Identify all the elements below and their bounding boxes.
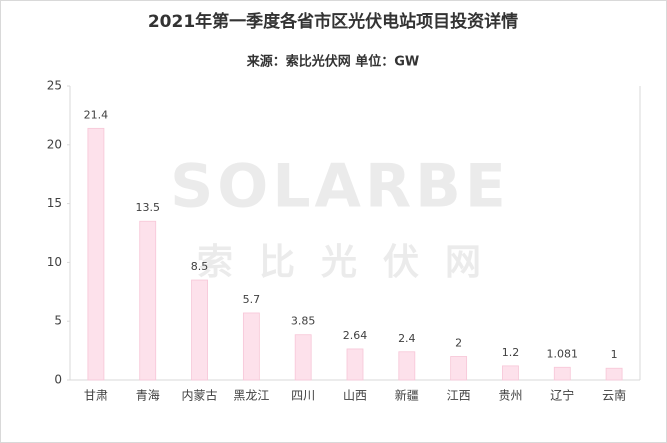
- value-label: 2: [455, 336, 462, 349]
- chart-subtitle: 来源：索比光伏网 单位：GW: [246, 54, 420, 70]
- value-label: 3.85: [291, 315, 316, 328]
- value-label: 1: [611, 348, 618, 361]
- x-tick-label: 四川: [291, 389, 315, 403]
- x-tick-label: 黑龙江: [233, 389, 269, 403]
- bar: [191, 279, 208, 381]
- value-label: 2.64: [343, 329, 368, 342]
- y-tick-label: 25: [47, 79, 62, 93]
- x-tick-label: 内蒙古: [182, 388, 218, 403]
- x-tick-label: 辽宁: [550, 388, 574, 403]
- bar: [502, 365, 519, 381]
- x-tick-label: 云南: [602, 388, 626, 403]
- bar: [450, 356, 468, 381]
- chart-title: 2021年第一季度各省市区光伏电站项目投资详情: [148, 11, 518, 32]
- y-tick-label: 0: [54, 373, 62, 387]
- bar: [553, 366, 571, 381]
- bar: [87, 127, 105, 381]
- x-tick-label: 甘肃: [84, 389, 108, 403]
- value-label: 5.7: [243, 293, 261, 306]
- x-tick-label: 江西: [447, 389, 471, 403]
- y-tick-label: 5: [54, 314, 62, 328]
- bar: [605, 367, 623, 381]
- watermark: 索比光伏网: [197, 242, 507, 283]
- bar: [242, 312, 260, 381]
- x-tick-label: 山西: [343, 389, 367, 403]
- x-tick-label: 新疆: [395, 388, 419, 403]
- value-label: 1.081: [547, 347, 579, 360]
- value-label: 13.5: [135, 201, 160, 214]
- bar: [398, 351, 416, 381]
- y-tick-label: 10: [47, 255, 62, 269]
- value-label: 1.2: [502, 346, 520, 359]
- bar: [346, 348, 364, 381]
- bar: [294, 334, 312, 381]
- x-tick-label: 青海: [136, 388, 160, 403]
- value-label: 2.4: [398, 332, 416, 345]
- x-tick-label: 贵州: [498, 389, 522, 403]
- watermark: SOLARBE: [170, 152, 510, 222]
- bar: [139, 220, 157, 381]
- value-label: 21.4: [84, 108, 109, 121]
- y-tick-label: 20: [47, 137, 62, 151]
- value-label: 8.5: [191, 260, 209, 273]
- y-tick-label: 15: [47, 196, 62, 210]
